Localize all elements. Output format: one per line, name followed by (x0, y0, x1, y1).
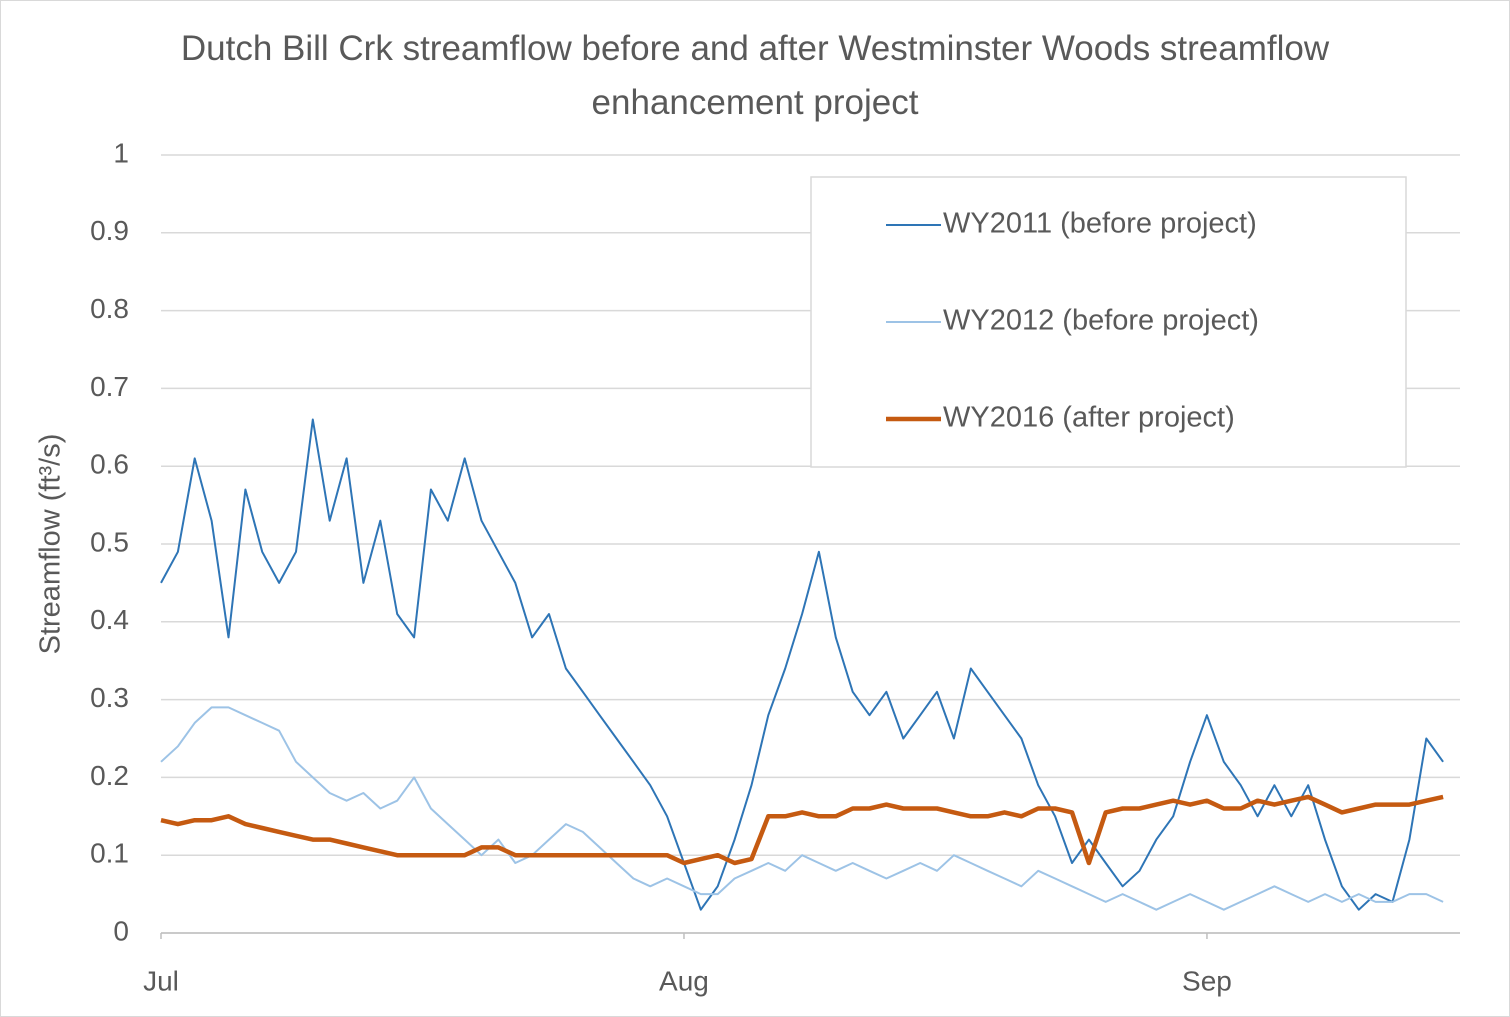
legend: WY2011 (before project) WY2012 (before pr… (810, 176, 1407, 468)
chart-title: Dutch Bill Crk streamflow before and aft… (180, 29, 1330, 122)
legend-label: WY2011 (before project) (943, 208, 1257, 240)
series-line (160, 706, 1444, 911)
x-tick-label: Jul (143, 965, 179, 996)
y-tick-label: 1 (113, 137, 129, 168)
x-tick-label: Sep (1182, 965, 1232, 996)
series-line (160, 418, 1444, 911)
legend-label: WY2012 (before project) (943, 305, 1259, 337)
y-tick-label: 0.3 (90, 682, 129, 713)
series-line (160, 794, 1444, 866)
y-tick-label: 0.7 (90, 371, 129, 402)
y-tick-label: 0.1 (90, 838, 129, 869)
y-tick-label: 0.9 (90, 215, 129, 246)
y-tick-label: 0.8 (90, 293, 129, 324)
legend-label: WY2016 (after project) (943, 402, 1235, 434)
x-tick-label: Aug (659, 965, 709, 996)
y-tick-label: 0.4 (90, 604, 129, 635)
y-tick-label: 0.2 (90, 760, 129, 791)
y-tick-label: 0.5 (90, 526, 129, 557)
y-tick-label: 0.6 (90, 449, 129, 480)
y-tick-label: 0 (113, 915, 129, 946)
y-axis-label: Streamflow (ft³/s) (35, 434, 67, 655)
